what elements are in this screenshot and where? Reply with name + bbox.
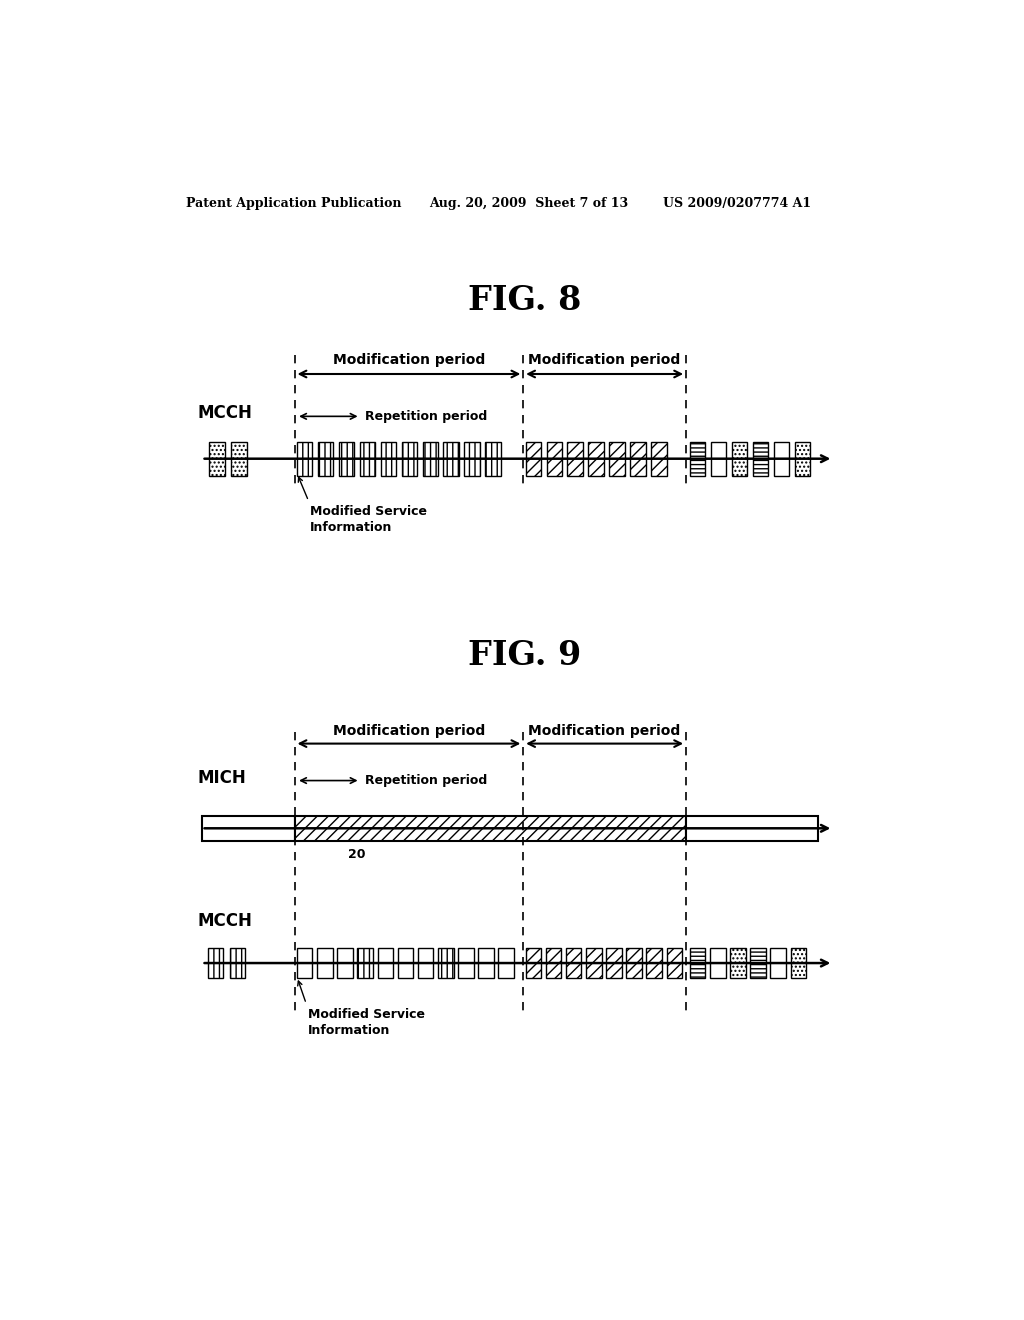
Bar: [418, 948, 433, 978]
Text: FIG. 9: FIG. 9: [468, 639, 582, 672]
Bar: [589, 442, 604, 475]
Text: Patent Application Publication: Patent Application Publication: [186, 197, 401, 210]
Bar: [546, 948, 561, 978]
Bar: [690, 442, 706, 475]
Bar: [317, 948, 333, 978]
Bar: [423, 442, 438, 475]
Text: Modification period: Modification period: [528, 354, 681, 367]
Text: 20: 20: [348, 847, 366, 861]
Bar: [231, 442, 247, 475]
Text: MCCH: MCCH: [198, 404, 253, 421]
Bar: [297, 442, 312, 475]
Text: Repetition period: Repetition period: [366, 409, 487, 422]
Bar: [753, 442, 768, 475]
Bar: [586, 948, 601, 978]
Bar: [464, 442, 480, 475]
Bar: [711, 442, 726, 475]
Text: Modified Service
Information: Modified Service Information: [308, 1007, 425, 1036]
Text: Modification period: Modification period: [528, 723, 681, 738]
Bar: [651, 442, 667, 475]
Bar: [751, 948, 766, 978]
Bar: [485, 442, 501, 475]
Bar: [458, 948, 474, 978]
Bar: [710, 948, 726, 978]
Bar: [690, 948, 706, 978]
Bar: [646, 948, 662, 978]
Bar: [359, 442, 375, 475]
Bar: [730, 948, 745, 978]
Text: MCCH: MCCH: [198, 912, 253, 929]
Bar: [606, 948, 622, 978]
Bar: [686, 816, 818, 841]
Bar: [337, 948, 352, 978]
Bar: [525, 442, 541, 475]
Text: Modification period: Modification period: [333, 354, 485, 367]
Bar: [357, 948, 373, 978]
Bar: [317, 442, 334, 475]
Bar: [630, 442, 646, 475]
Bar: [566, 948, 582, 978]
Bar: [295, 816, 686, 841]
Bar: [397, 948, 414, 978]
Text: US 2009/0207774 A1: US 2009/0207774 A1: [663, 197, 811, 210]
Bar: [499, 948, 514, 978]
Bar: [667, 948, 682, 978]
Bar: [229, 948, 245, 978]
Bar: [770, 948, 786, 978]
Bar: [609, 442, 625, 475]
Text: Modified Service
Information: Modified Service Information: [310, 506, 427, 533]
Bar: [567, 442, 583, 475]
Bar: [525, 948, 541, 978]
Text: Aug. 20, 2009  Sheet 7 of 13: Aug. 20, 2009 Sheet 7 of 13: [429, 197, 628, 210]
Text: FIG. 8: FIG. 8: [468, 284, 582, 317]
Bar: [791, 948, 806, 978]
Bar: [478, 948, 494, 978]
Bar: [547, 442, 562, 475]
Bar: [795, 442, 810, 475]
Text: Modification period: Modification period: [333, 723, 485, 738]
Bar: [208, 948, 223, 978]
Bar: [627, 948, 642, 978]
Bar: [773, 442, 790, 475]
Bar: [732, 442, 748, 475]
Bar: [443, 442, 459, 475]
Bar: [378, 948, 393, 978]
Bar: [202, 816, 295, 841]
Bar: [209, 442, 225, 475]
Bar: [339, 442, 354, 475]
Bar: [401, 442, 417, 475]
Bar: [438, 948, 454, 978]
Text: MICH: MICH: [198, 770, 247, 787]
Bar: [381, 442, 396, 475]
Bar: [297, 948, 312, 978]
Text: Repetition period: Repetition period: [366, 774, 487, 787]
